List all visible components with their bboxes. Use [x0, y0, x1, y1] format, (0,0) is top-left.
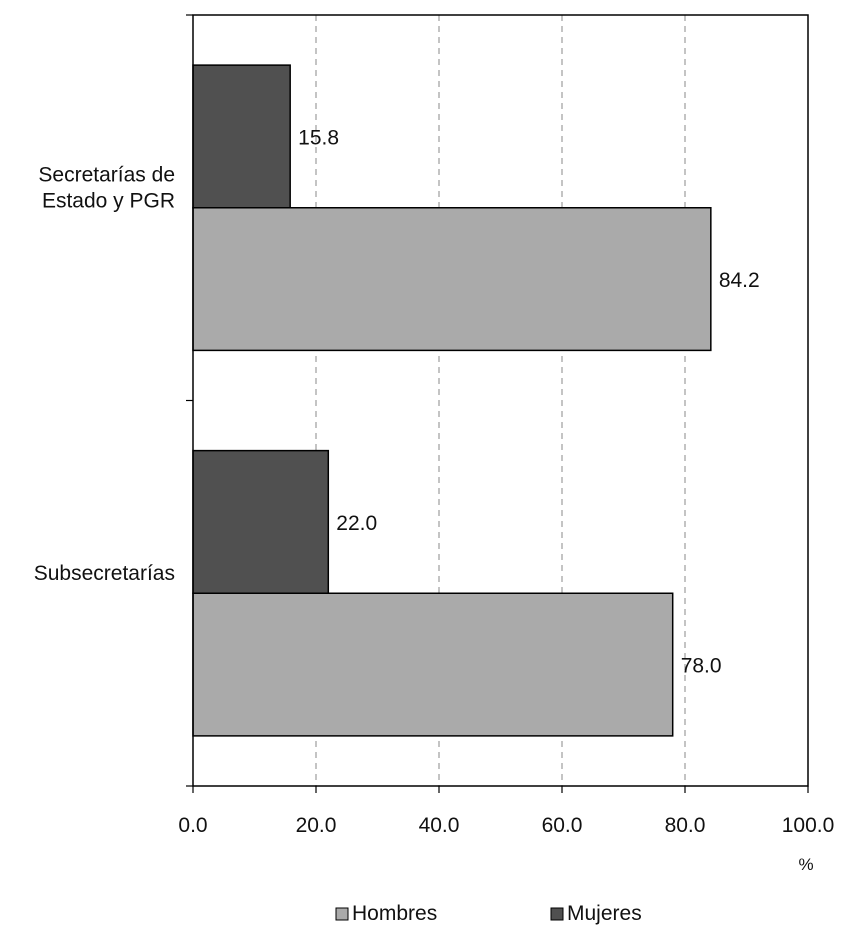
legend-swatch-hombres	[335, 907, 349, 921]
bar-hombres	[192, 592, 674, 737]
legend: Hombres Mujeres	[335, 902, 642, 925]
category-label: Secretarías de Estado y PGR	[38, 164, 175, 213]
axis-ticks	[186, 14, 809, 793]
data-labels: 15.8 84.2 22.0 78.0	[298, 126, 760, 677]
data-label: 84.2	[719, 269, 760, 292]
x-tick-label: 0.0	[178, 814, 207, 837]
bar-mujeres	[192, 449, 330, 594]
x-tick-label: 40.0	[419, 814, 460, 837]
x-tick-label: 60.0	[542, 814, 583, 837]
data-label: 22.0	[336, 512, 377, 535]
bar-hombres	[192, 207, 712, 352]
x-tick-labels: 0.0 20.0 40.0 60.0 80.0 100.0	[178, 814, 834, 837]
x-tick-label: 20.0	[296, 814, 337, 837]
x-tick-label: 100.0	[782, 814, 835, 837]
legend-label-mujeres: Mujeres	[567, 902, 642, 925]
data-label: 15.8	[298, 126, 339, 149]
x-unit-label: %	[798, 855, 813, 874]
legend-swatch-mujeres	[550, 907, 564, 921]
data-label: 78.0	[681, 655, 722, 678]
category-label: Subsecretarías	[34, 562, 175, 585]
category-labels: Secretarías de Estado y PGR Subsecretarías	[34, 164, 175, 585]
bar-mujeres	[192, 64, 291, 209]
legend-label-hombres: Hombres	[352, 902, 437, 925]
x-tick-label: 80.0	[665, 814, 706, 837]
bars	[192, 64, 712, 737]
